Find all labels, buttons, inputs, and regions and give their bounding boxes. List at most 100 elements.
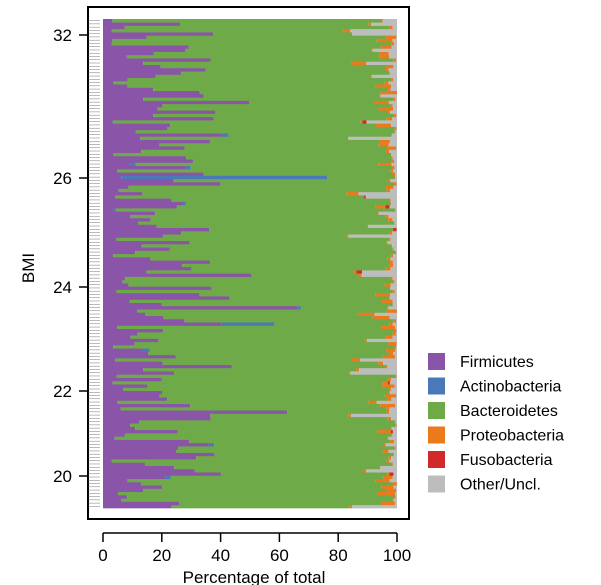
- bar-segment-other-uncl: [367, 224, 397, 228]
- bar-segment-firmicutes: [103, 139, 210, 144]
- bar-segment-bacteroidetes: [111, 459, 387, 463]
- bar-segment-bacteroidetes: [135, 250, 396, 255]
- bar-segment-other-uncl: [392, 260, 397, 264]
- bar-segment-bacteroidetes: [189, 439, 391, 444]
- bar-segment-firmicutes: [103, 201, 183, 206]
- bar-segment-firmicutes: [103, 312, 146, 317]
- bar-segment-other-uncl: [392, 433, 397, 437]
- bar-segment-proteobacteria: [346, 234, 349, 238]
- bar-segment-bacteroidetes: [117, 400, 369, 405]
- bar-segment-firmicutes: [103, 309, 138, 313]
- bar-segment-firmicutes: [103, 364, 232, 369]
- bar-segment-bacteroidetes: [127, 84, 376, 88]
- bar-segment-proteobacteria: [360, 120, 363, 124]
- bar-segment-proteobacteria: [346, 191, 359, 196]
- bar-segment-firmicutes: [103, 358, 116, 362]
- bar-segment-proteobacteria: [372, 315, 390, 320]
- bar-segment-other-uncl: [390, 87, 397, 92]
- bar-segment-firmicutes: [103, 120, 113, 124]
- bar-segment-firmicutes: [103, 485, 163, 489]
- bar-segment-other-uncl: [387, 364, 397, 369]
- bar-segment-actinobacteria: [221, 322, 275, 326]
- bar-segment-other-uncl: [396, 35, 397, 39]
- bar-segment-proteobacteria: [387, 416, 392, 421]
- bar-segment-bacteroidetes: [179, 22, 369, 26]
- bar-segment-proteobacteria: [381, 485, 394, 489]
- bar-segment-other-uncl: [389, 204, 397, 209]
- bar-segment-bacteroidetes: [171, 198, 390, 202]
- bar-segment-other-uncl: [394, 501, 397, 506]
- bar-segment-firmicutes: [103, 58, 211, 62]
- bar-segment-firmicutes: [103, 442, 209, 447]
- bar-segment-proteobacteria: [375, 84, 391, 88]
- bar-segment-other-uncl: [389, 296, 397, 300]
- bar-segment-actinobacteria: [208, 442, 215, 447]
- bar-segment-firmicutes: [103, 214, 131, 219]
- bar-segment-other-uncl: [394, 159, 397, 163]
- bar-segment-other-uncl: [388, 436, 397, 440]
- bar-segment-firmicutes: [103, 188, 119, 193]
- bar-segment-other-uncl: [396, 345, 397, 349]
- bar-segment-bacteroidetes: [137, 309, 387, 313]
- bar-segment-bacteroidetes: [231, 364, 386, 369]
- bar-segment-bacteroidetes: [163, 328, 395, 333]
- bar-segment-firmicutes: [103, 390, 162, 395]
- bar-segment-other-uncl: [393, 77, 397, 82]
- bar-segment-other-uncl: [395, 175, 397, 180]
- bar-segment-proteobacteria: [342, 28, 351, 33]
- bar-segment-other-uncl: [390, 256, 397, 261]
- bar-segment-firmicutes: [103, 416, 211, 421]
- bar-segment-firmicutes: [103, 491, 118, 496]
- bar-segment-proteobacteria: [390, 103, 393, 108]
- bar-segment-fusobacteria: [385, 204, 390, 209]
- bar-segment-proteobacteria: [365, 338, 368, 343]
- bar-segment-proteobacteria: [390, 260, 393, 264]
- bar-segment-bacteroidetes: [130, 423, 396, 427]
- bar-segment-actinobacteria: [113, 208, 116, 212]
- bar-segment-other-uncl: [365, 195, 397, 199]
- bar-segment-other-uncl: [390, 292, 397, 297]
- bar-segment-firmicutes: [103, 371, 174, 375]
- bar-segment-proteobacteria: [383, 475, 393, 480]
- bar-segment-firmicutes: [103, 126, 168, 131]
- bar-segment-other-uncl: [393, 351, 397, 356]
- bar-segment-proteobacteria: [357, 312, 375, 317]
- bar-segment-other-uncl: [382, 19, 397, 23]
- bar-segment-other-uncl: [388, 142, 397, 147]
- bar-segment-other-uncl: [388, 305, 397, 310]
- x-axis-title: Percentage of total: [183, 568, 326, 585]
- bar-segment-firmicutes: [103, 374, 117, 378]
- bar-segment-bacteroidetes: [123, 387, 390, 391]
- bar-segment-firmicutes: [103, 384, 148, 388]
- bar-segment-other-uncl: [393, 472, 397, 476]
- bar-segment-bacteroidetes: [150, 256, 388, 261]
- bar-segment-other-uncl: [392, 299, 397, 303]
- bar-segment-bacteroidetes: [137, 331, 393, 336]
- bar-segment-proteobacteria: [386, 459, 390, 463]
- bar-segment-firmicutes: [103, 419, 140, 424]
- bar-segment-firmicutes: [103, 361, 163, 365]
- bar-segment-firmicutes: [103, 433, 125, 437]
- bar-segment-other-uncl: [388, 80, 397, 85]
- bar-segment-fusobacteria: [393, 227, 397, 232]
- bar-segment-other-uncl: [391, 123, 397, 127]
- bar-segment-other-uncl: [348, 234, 397, 238]
- bar-segment-bacteroidetes: [128, 185, 386, 189]
- bar-segment-proteobacteria: [387, 436, 389, 440]
- legend-swatch: [428, 451, 445, 468]
- bar-segment-bacteroidetes: [149, 348, 387, 352]
- bar-segment-other-uncl: [393, 302, 397, 307]
- bar-segment-firmicutes: [103, 178, 174, 183]
- bar-segment-proteobacteria: [386, 116, 393, 121]
- bar-segment-bacteroidetes: [170, 475, 384, 480]
- bar-segment-bacteroidetes: [111, 41, 392, 46]
- bar-segment-firmicutes: [103, 276, 126, 281]
- bar-segment-bacteroidetes: [155, 211, 379, 215]
- bar-segment-bacteroidetes: [112, 19, 382, 23]
- bar-segment-other-uncl: [391, 387, 397, 391]
- bar-segment-proteobacteria: [371, 48, 373, 52]
- bar-segment-bacteroidetes: [205, 67, 385, 72]
- bar-segment-bacteroidetes: [190, 403, 381, 408]
- bar-segment-bacteroidetes: [210, 413, 349, 418]
- bar-segment-firmicutes: [103, 315, 164, 320]
